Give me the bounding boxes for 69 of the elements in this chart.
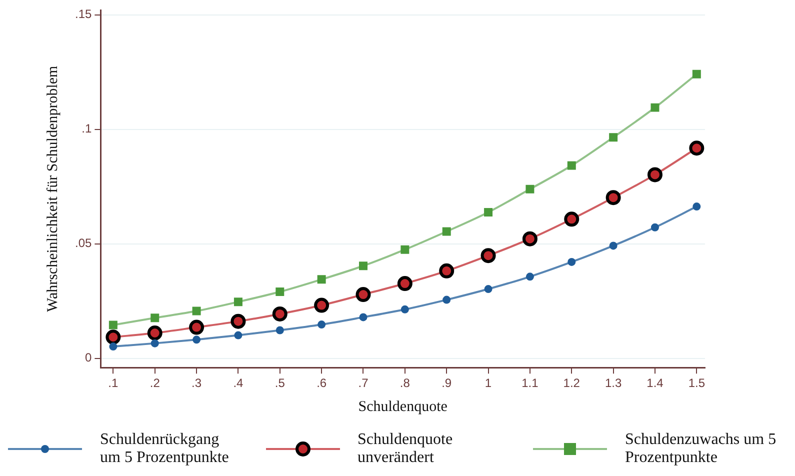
x-tick-label: 1: [484, 376, 492, 390]
point: [150, 339, 159, 348]
y-tick-label: .15: [74, 7, 92, 22]
y-tick-label: 0: [84, 350, 92, 365]
point: [522, 231, 538, 246]
point: [147, 326, 162, 341]
legend-label: Schuldenrückgang um 5 Prozentpunkte: [100, 431, 230, 467]
point: [359, 262, 368, 270]
point: [442, 227, 451, 236]
legend-label: Schuldenquote unverändert: [358, 431, 454, 467]
point: [109, 342, 118, 351]
x-tick-label: .9: [442, 376, 452, 390]
x-tick-label: .4: [233, 376, 244, 390]
point: [692, 202, 701, 211]
point: [484, 285, 492, 294]
x-axis-title: Schuldenquote: [358, 398, 448, 415]
point: [356, 287, 371, 302]
point: [234, 298, 242, 306]
legend-label: Schuldenzuwachs um 5 Prozentpunkte: [625, 431, 778, 467]
point: [650, 103, 660, 112]
point: [442, 296, 451, 304]
point: [439, 263, 454, 278]
point: [397, 276, 412, 292]
point: [606, 190, 621, 206]
point: [400, 305, 409, 314]
x-tick-label: .5: [274, 376, 286, 390]
x-tick-label: 1.5: [688, 376, 706, 390]
x-tick-label: .2: [150, 376, 160, 390]
point: [276, 326, 284, 334]
point: [647, 167, 662, 182]
point: [567, 161, 576, 170]
point: [317, 275, 326, 284]
point: [108, 320, 118, 330]
point: [650, 223, 659, 232]
point: [359, 313, 368, 322]
point: [276, 288, 284, 296]
point: [609, 242, 618, 250]
x-tick-label: .1: [108, 376, 119, 390]
x-tick-label: 1.1: [522, 376, 539, 390]
point: [189, 320, 204, 335]
point: [192, 336, 201, 344]
point: [230, 314, 246, 329]
point: [314, 298, 330, 313]
x-tick-label: 1.3: [604, 376, 622, 390]
point: [526, 184, 534, 194]
point: [692, 70, 701, 78]
x-tick-label: .6: [316, 376, 327, 390]
point: [564, 212, 580, 227]
point: [192, 306, 201, 316]
x-tick-label: .8: [400, 376, 410, 390]
point: [318, 320, 326, 329]
point: [272, 306, 288, 322]
y-axis-title: Wahrscheinlichkeit für Schuldenproblem: [44, 65, 61, 312]
point: [150, 314, 160, 322]
point: [106, 330, 121, 345]
point: [484, 208, 493, 217]
point: [234, 331, 242, 340]
point: [480, 248, 496, 264]
x-tick-label: .7: [358, 376, 369, 390]
point: [689, 140, 704, 156]
y-tick-label: .1: [82, 122, 92, 136]
x-tick-label: 1.2: [563, 376, 580, 390]
point: [609, 133, 618, 142]
x-tick-label: 1.4: [646, 376, 664, 390]
point: [526, 272, 534, 281]
x-tick-label: .3: [192, 376, 202, 390]
point: [568, 258, 576, 266]
point: [400, 245, 410, 254]
y-tick-label: .05: [74, 236, 92, 250]
